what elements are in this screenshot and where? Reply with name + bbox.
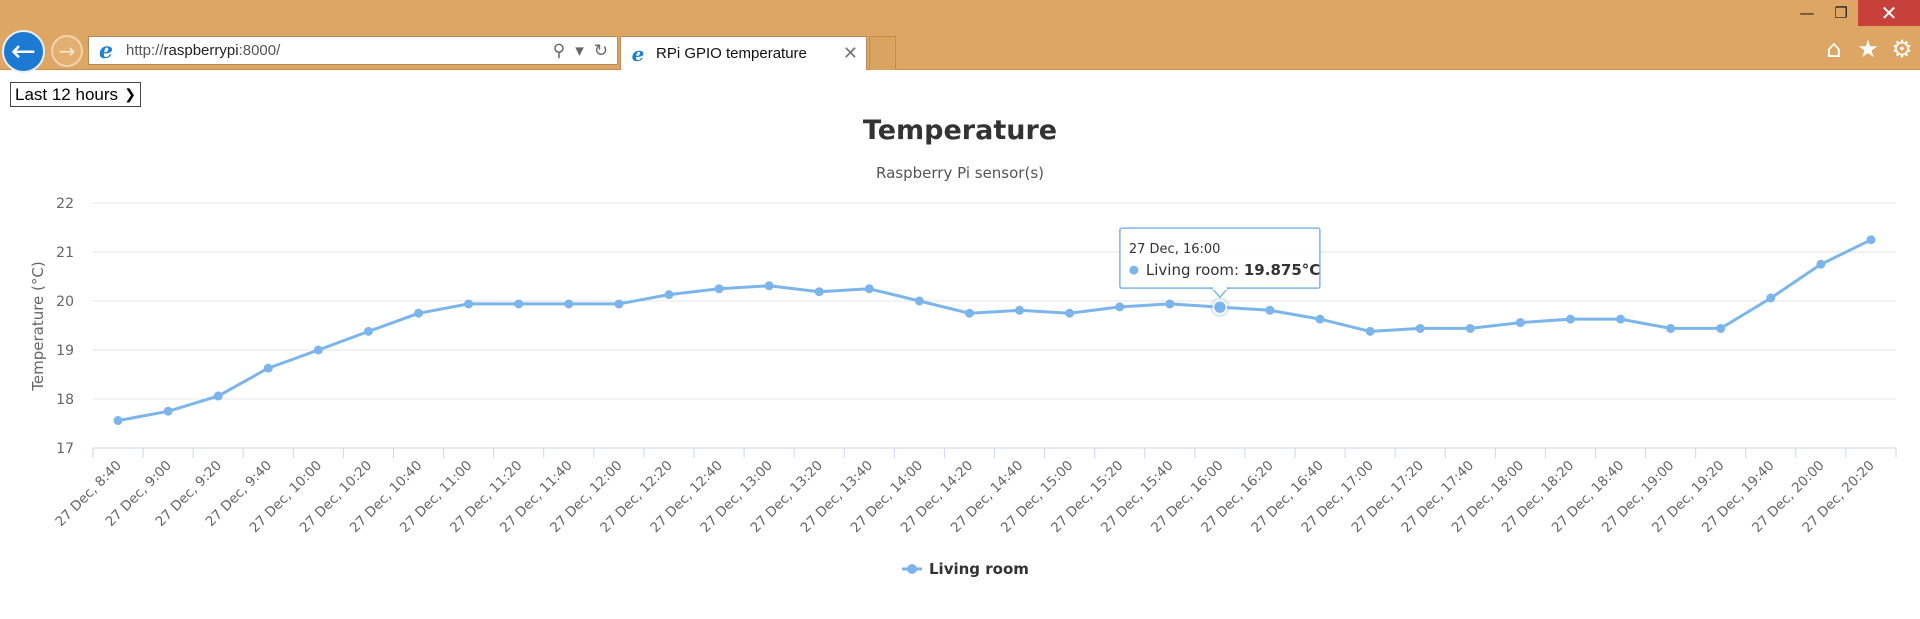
y-tick-label: 19 [56,343,74,359]
data-point[interactable] [814,287,824,297]
y-tick-label: 22 [56,196,74,212]
tooltip-pointer-mask [1212,286,1227,291]
data-point[interactable] [964,308,974,318]
data-point[interactable] [464,299,474,309]
data-point[interactable] [614,299,624,309]
data-point[interactable] [1415,323,1425,333]
tooltip-header: 27 Dec, 16:00 [1129,242,1221,257]
tooltip-series-dot [1129,265,1139,275]
data-point[interactable] [363,326,373,336]
data-point[interactable] [1315,314,1325,324]
forward-arrow-icon: → [58,39,76,63]
close-window-icon[interactable]: ✕ [1858,0,1920,26]
data-point[interactable] [914,296,924,306]
data-point[interactable] [1515,318,1525,328]
data-point[interactable] [1365,326,1375,336]
y-axis-label: Temperature (°C) [29,261,47,391]
address-bar[interactable]: e http://raspberrypi:8000/ ⚲ ▾ ↻ [88,36,618,65]
data-point[interactable] [1212,299,1228,315]
y-axis-ticks: 17 18 19 20 21 22 [56,196,74,457]
favorites-star-icon[interactable]: ★ [1857,35,1879,63]
data-point[interactable] [414,308,424,318]
forward-button[interactable]: → [51,35,83,67]
data-point[interactable] [1866,235,1876,245]
y-tick-label: 18 [56,392,74,408]
tab-favicon-icon: e [631,41,645,66]
restore-icon[interactable]: ❐ [1834,4,1848,22]
ie-logo-icon: e [99,37,113,64]
data-point[interactable] [263,363,273,373]
data-point[interactable] [714,284,724,294]
tooltip-value: 19.875°C [1244,261,1320,279]
data-point[interactable] [313,345,323,355]
series-living-room[interactable] [113,235,1876,426]
chevron-down-icon: ❯ [124,86,136,102]
tooltip-body: Living room: 19.875°C [1146,261,1320,279]
url-scheme: http:// [126,42,164,59]
tooltip-box [1119,227,1321,289]
data-point[interactable] [1716,323,1726,333]
data-point[interactable] [163,406,173,416]
chart-title: Temperature [863,115,1057,146]
refresh-icon[interactable]: ↻ [593,40,608,61]
series-line [116,238,1873,423]
address-actions: ⚲ ▾ ↻ [548,41,613,61]
data-point[interactable] [1465,323,1475,333]
data-point[interactable] [1565,314,1575,324]
legend-marker [907,564,917,574]
data-point[interactable] [1616,314,1626,324]
time-range-value: Last 12 hours [15,84,119,104]
search-icon[interactable]: ⚲ [552,40,566,61]
data-point[interactable] [564,299,574,309]
data-point[interactable] [1015,305,1025,315]
tooltip-series-label: Living room: [1146,261,1244,279]
new-tab-button[interactable] [869,36,896,70]
home-icon[interactable]: ⌂ [1826,35,1842,63]
url-rest: :8000/ [238,42,281,59]
minimize-icon[interactable]: — [1799,4,1815,22]
tab-close-icon[interactable]: ✕ [842,43,858,64]
data-point[interactable] [1165,299,1175,309]
chart-legend[interactable]: Living room [902,560,1029,578]
data-point[interactable] [1115,302,1125,312]
data-point[interactable] [1065,308,1075,318]
browser-toolbar: ⌂ ★ ⚙ [1822,36,1914,62]
url-text[interactable]: http://raspberrypi:8000/ [126,42,548,59]
url-host: raspberrypi [163,42,239,59]
data-point[interactable] [1816,259,1826,269]
y-tick-label: 17 [56,441,74,457]
chart-tooltip: 27 Dec, 16:00 Living room: 19.875°C [1119,227,1321,299]
back-arrow-icon: ← [10,33,37,69]
legend-label[interactable]: Living room [929,560,1029,578]
data-point[interactable] [1666,323,1676,333]
data-point[interactable] [1265,305,1275,315]
y-tick-label: 20 [56,294,74,310]
tab-title: RPi GPIO temperature [656,45,807,62]
data-point[interactable] [213,391,223,401]
window-controls: — ❐ ✕ [1790,0,1920,26]
data-point[interactable] [113,416,123,426]
data-point[interactable] [864,284,874,294]
grid-lines [93,202,1896,449]
dropdown-icon[interactable]: ▾ [575,40,584,61]
data-point[interactable] [514,299,524,309]
data-point[interactable] [664,290,674,300]
tab-active[interactable]: e RPi GPIO temperature ✕ [620,36,867,70]
chart-subtitle: Raspberry Pi sensor(s) [876,164,1044,182]
back-button[interactable]: ← [2,30,45,73]
data-point[interactable] [1766,293,1776,303]
gear-icon[interactable]: ⚙ [1891,35,1913,63]
time-range-select[interactable]: Last 12 hours ❯ [10,82,141,107]
data-point[interactable] [764,281,774,291]
y-tick-label: 21 [56,245,74,261]
